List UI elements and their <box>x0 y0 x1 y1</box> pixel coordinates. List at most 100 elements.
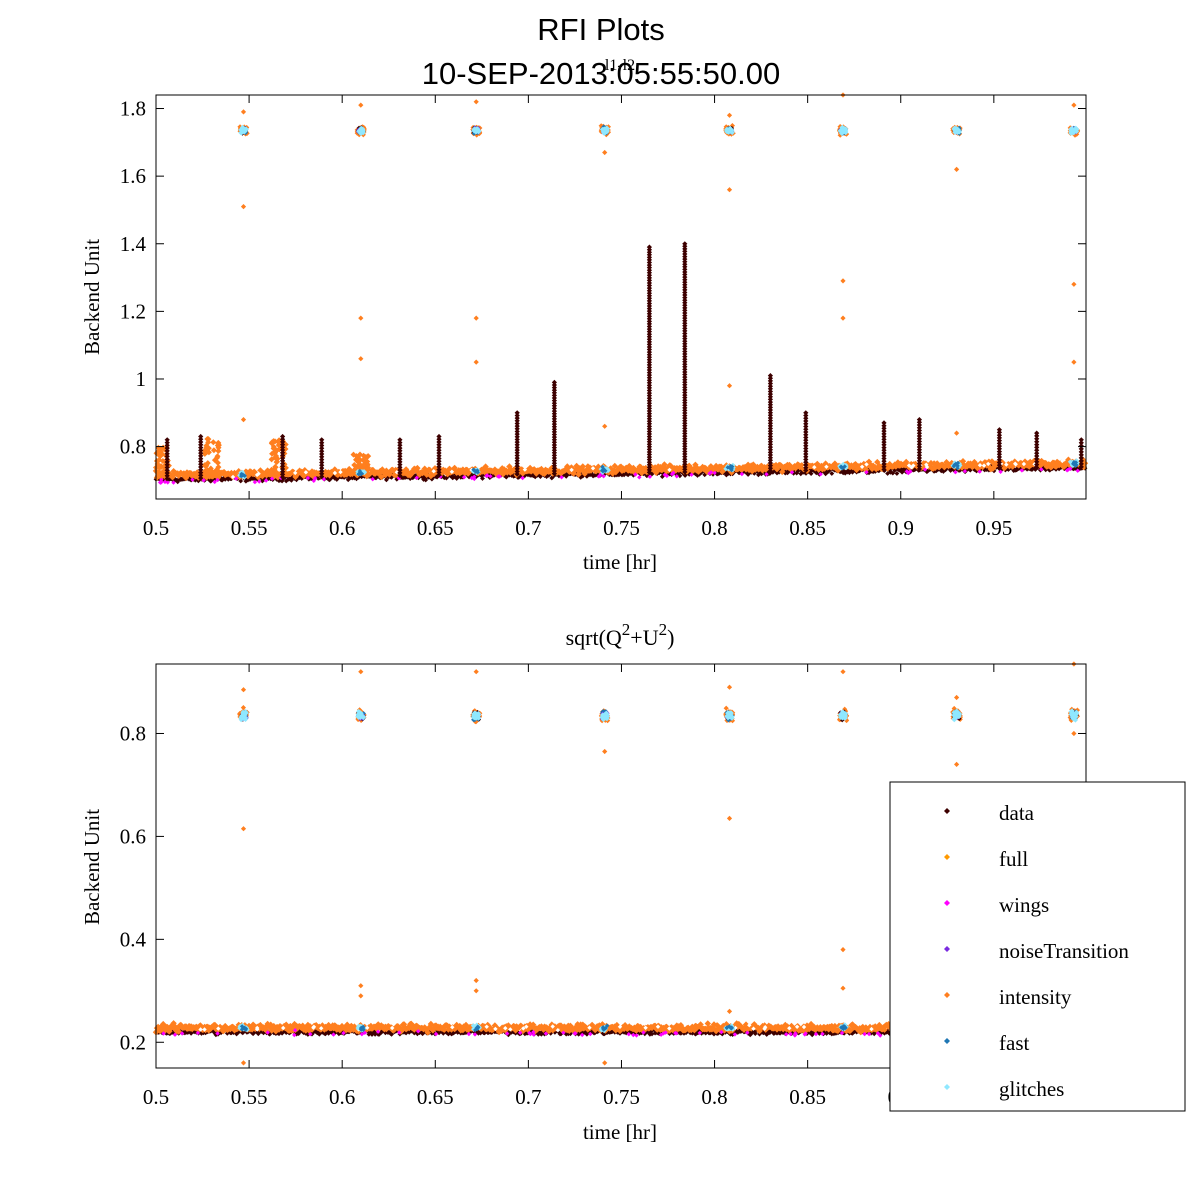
intensity-bump-point <box>215 439 222 446</box>
calib-glitch-point <box>238 127 244 133</box>
intensity-point <box>575 471 582 478</box>
wings-point <box>962 469 968 474</box>
wings-point <box>708 470 714 475</box>
data-point <box>245 477 251 483</box>
spike-point <box>280 442 286 448</box>
glitch-white-point <box>986 461 991 467</box>
intensity-bump-point <box>282 441 289 448</box>
spike-point <box>514 412 520 419</box>
intensity-point <box>1042 459 1049 467</box>
intensity-point <box>750 461 757 468</box>
spike-point <box>1034 436 1040 442</box>
data-point <box>384 477 389 483</box>
data-point <box>1042 465 1048 471</box>
spike-point <box>280 439 286 445</box>
spike-point <box>803 421 809 427</box>
intensity-point <box>903 458 910 466</box>
spike-point <box>319 440 325 446</box>
spike-point <box>881 431 887 437</box>
calib-glitch-point <box>476 129 482 135</box>
spike-point <box>164 448 170 454</box>
panel-bottom-title-suffix: ) <box>667 625 674 650</box>
spike-point <box>436 436 442 442</box>
intensity-point <box>661 461 668 468</box>
spike-point <box>280 471 286 477</box>
spike-point <box>164 464 170 471</box>
spike-point <box>1034 456 1040 462</box>
panel-top-y-tick-labels: 0.811.21.41.61.8 <box>120 97 147 459</box>
spike-point <box>514 431 520 437</box>
wings-point <box>311 478 316 483</box>
wings-point <box>922 467 928 472</box>
spike-point <box>916 430 922 436</box>
spike-point <box>682 356 688 362</box>
intensity-point <box>635 467 642 474</box>
spike-point <box>682 305 688 311</box>
spike-point <box>916 417 922 423</box>
x-tick-label: 0.9 <box>888 516 914 540</box>
spike-point <box>319 457 325 463</box>
data-point <box>695 473 700 478</box>
spike-point <box>803 440 809 446</box>
spike-point <box>682 384 688 390</box>
intensity-bump-point <box>202 462 209 469</box>
spike-point <box>682 346 688 352</box>
spike-point <box>397 464 403 470</box>
intensity-point <box>153 474 161 481</box>
spike-point <box>767 404 773 410</box>
panel-top-x-tick-labels: 0.5 0.55 0.6 0.65 0.7 0.75 0.8 0.85 0.9 0.95 <box>143 516 1012 540</box>
spike-point <box>646 244 652 250</box>
spike-point <box>803 443 809 449</box>
spike-point <box>164 440 170 446</box>
spike-point <box>646 247 652 253</box>
glitch-white-point <box>332 470 338 476</box>
spike-point <box>996 457 1002 463</box>
wings-point <box>637 475 642 480</box>
wings-point <box>520 475 525 481</box>
glitch-white-point <box>909 465 914 470</box>
calib-glitch-point <box>360 128 366 134</box>
wings-point <box>305 475 311 481</box>
spike-point <box>916 425 922 431</box>
spike-point <box>1078 461 1084 467</box>
intensity-bump-point <box>207 465 214 472</box>
intensity-point <box>934 460 941 467</box>
spike-point <box>397 440 403 446</box>
spike-point <box>514 452 520 459</box>
baseline-glitch-point <box>605 467 611 473</box>
intensity-point <box>652 469 660 476</box>
intensity-point <box>1027 458 1034 466</box>
calib-glitch-point <box>472 127 478 133</box>
outlier-point <box>602 423 608 429</box>
spike-point <box>164 451 170 457</box>
spike-point <box>1034 462 1040 468</box>
spike-point <box>881 445 887 451</box>
x-tick-label: 0.75 <box>603 516 640 540</box>
intensity-point <box>667 462 674 469</box>
spike-point <box>881 455 887 462</box>
glitch-white-point <box>1004 462 1009 467</box>
spike-point <box>280 474 286 480</box>
spike-point <box>881 461 887 467</box>
spike-point <box>881 425 887 431</box>
intensity-point <box>705 468 712 475</box>
spike-point <box>280 458 286 464</box>
calib-glitch-point <box>729 129 735 136</box>
spike-point <box>682 330 688 337</box>
wings-point <box>257 479 262 484</box>
glitch-white-point <box>293 470 298 476</box>
intensity-point <box>1010 462 1017 469</box>
spike-point <box>280 447 286 453</box>
spike-point <box>916 444 922 450</box>
spike-point <box>916 463 922 469</box>
spike-point <box>280 461 286 467</box>
spike-point <box>436 447 442 453</box>
spike-point <box>767 388 773 395</box>
glitch-white-point <box>911 463 916 468</box>
intensity-point <box>982 459 989 466</box>
calib-glitch-point <box>473 126 479 132</box>
outlier-point <box>954 430 960 436</box>
spike-point <box>436 444 442 451</box>
glitch-white-point <box>977 463 983 468</box>
outlier-point <box>602 149 608 156</box>
